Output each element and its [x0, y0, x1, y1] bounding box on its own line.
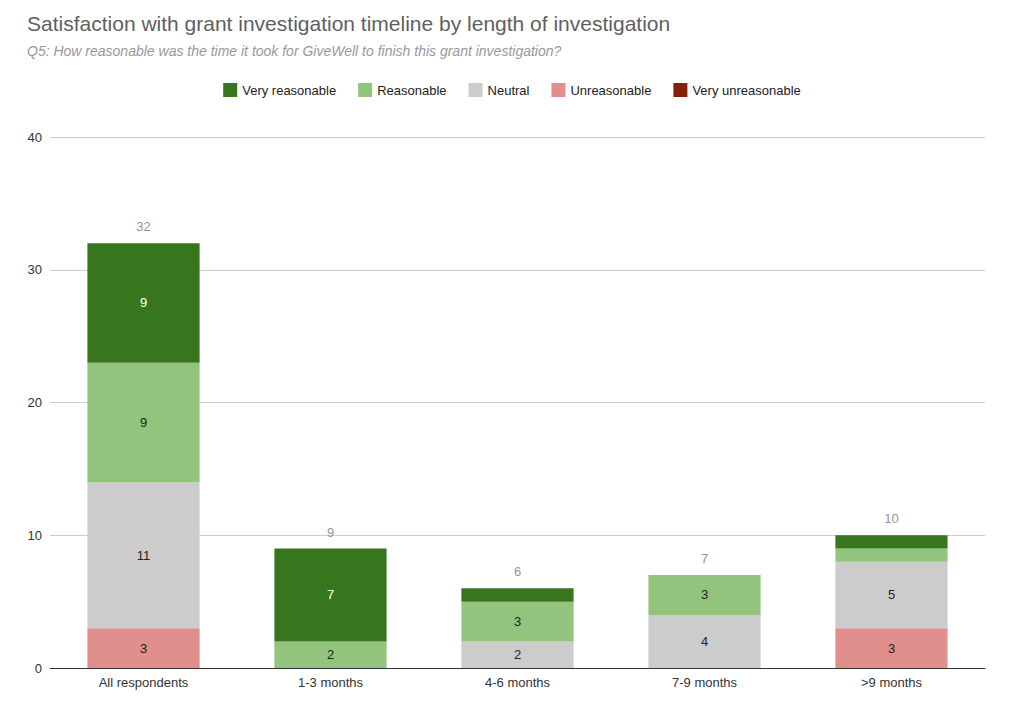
svg-text:>9 months: >9 months — [861, 675, 923, 690]
svg-text:Reasonable: Reasonable — [377, 83, 446, 98]
svg-text:10: 10 — [28, 528, 42, 543]
svg-text:2: 2 — [327, 647, 334, 662]
svg-text:3: 3 — [701, 587, 708, 602]
svg-text:3: 3 — [888, 641, 895, 656]
svg-text:4: 4 — [701, 634, 708, 649]
svg-text:7: 7 — [701, 551, 708, 566]
svg-text:11: 11 — [137, 548, 151, 563]
svg-text:Q5: How reasonable was the tim: Q5: How reasonable was the time it took … — [27, 43, 562, 59]
svg-text:9: 9 — [327, 525, 334, 540]
svg-text:Satisfaction with grant invest: Satisfaction with grant investigation ti… — [27, 12, 670, 35]
svg-text:Neutral: Neutral — [488, 83, 530, 98]
svg-text:5: 5 — [888, 587, 895, 602]
svg-text:9: 9 — [140, 415, 147, 430]
svg-text:40: 40 — [28, 130, 42, 145]
svg-text:30: 30 — [28, 262, 42, 277]
svg-text:32: 32 — [136, 219, 150, 234]
svg-text:10: 10 — [884, 511, 898, 526]
svg-text:1-3 months: 1-3 months — [298, 675, 364, 690]
svg-text:7-9 months: 7-9 months — [672, 675, 738, 690]
svg-text:3: 3 — [140, 641, 147, 656]
svg-text:Very unreasonable: Very unreasonable — [692, 83, 800, 98]
svg-text:7: 7 — [327, 587, 334, 602]
svg-text:6: 6 — [514, 564, 521, 579]
svg-text:Very reasonable: Very reasonable — [242, 83, 336, 98]
svg-text:2: 2 — [514, 647, 521, 662]
svg-text:0: 0 — [35, 661, 42, 676]
svg-text:3: 3 — [514, 614, 521, 629]
svg-text:20: 20 — [28, 395, 42, 410]
svg-text:All respondents: All respondents — [99, 675, 189, 690]
svg-text:Unreasonable: Unreasonable — [570, 83, 651, 98]
svg-text:9: 9 — [140, 295, 147, 310]
svg-text:4-6 months: 4-6 months — [485, 675, 551, 690]
